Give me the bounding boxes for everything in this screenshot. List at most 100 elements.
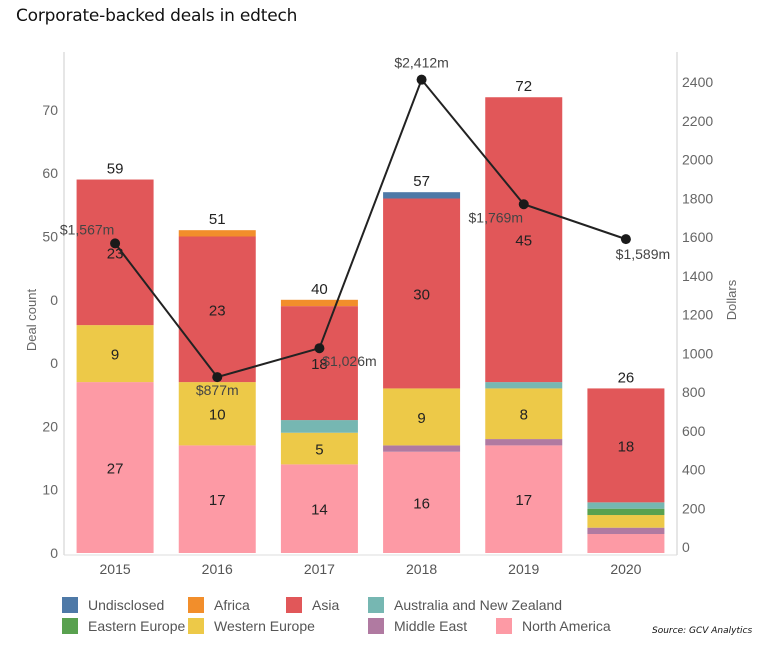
bar-segment-asia	[587, 388, 665, 503]
bar-segment-asia	[76, 179, 154, 326]
bar-total-label: 57	[413, 173, 430, 190]
bar-total-label: 51	[209, 211, 226, 228]
legend-item-north-america: North America	[496, 618, 611, 634]
x-tick-label: 2020	[610, 561, 641, 577]
y-tick-label: 0	[50, 292, 58, 308]
dollars-point	[416, 74, 427, 85]
legend-label: Asia	[312, 597, 340, 613]
y-right-tick-label: 2000	[682, 152, 713, 168]
x-tick-label: 2015	[100, 561, 131, 577]
dollars-point	[314, 343, 325, 354]
y-right-tick-label: 200	[682, 500, 706, 516]
y-right-tick-label: 1800	[682, 190, 713, 206]
bar-segment-middle-east	[587, 527, 665, 535]
legend-item-eastern-europe: Eastern Europe	[62, 618, 185, 634]
y-right-tick-label: 0	[682, 539, 690, 555]
y-tick-label: 0	[50, 355, 58, 371]
bar-segment-label: 45	[515, 233, 532, 250]
y-right-tick-label: 1000	[682, 345, 713, 361]
bar-total-label: 26	[618, 369, 635, 386]
legend-item-undisclosed: Undisclosed	[62, 597, 164, 613]
legend-swatch	[368, 618, 384, 634]
bar-segment-western-europe	[76, 325, 154, 383]
bar-segment-label: 30	[413, 286, 430, 303]
y-tick-label: 10	[42, 482, 58, 498]
bar-segment-middle-east	[485, 439, 563, 446]
y-right-tick-label: 1400	[682, 268, 713, 284]
legend-item-asia: Asia	[286, 597, 339, 613]
bar-segment-asia	[383, 198, 461, 389]
y-right-tick-label: 600	[682, 423, 706, 439]
legend-swatch	[286, 597, 302, 613]
dollars-label: $1,026m	[322, 353, 376, 369]
bar-segment-label: 14	[311, 502, 328, 519]
legend-item-middle-east: Middle East	[368, 618, 467, 634]
legend-swatch	[368, 597, 384, 613]
bar-segment-western-europe	[383, 388, 461, 446]
bar-segment-australia-and-new-zealand	[485, 382, 563, 389]
x-tick-label: 2019	[508, 561, 539, 577]
y-tick-label: 60	[42, 165, 58, 181]
bar-segment-western-europe	[178, 382, 256, 446]
x-tick-label: 2017	[304, 561, 335, 577]
bar-segment-north-america	[76, 382, 154, 553]
bar-segment-label: 27	[107, 461, 124, 478]
y-tick-label: 0	[50, 545, 58, 561]
y-tick-label: 20	[42, 418, 58, 434]
dollars-point	[212, 372, 223, 383]
bar-segment-label: 17	[209, 492, 226, 509]
dollars-point	[110, 238, 121, 249]
bar-segment-north-america	[383, 451, 461, 553]
x-tick-label: 2018	[406, 561, 437, 577]
bar-segment-australia-and-new-zealand	[587, 502, 665, 509]
bar-segment-north-america	[178, 445, 256, 553]
bar-segment-label: 5	[315, 442, 323, 459]
legend-item-africa: Africa	[188, 597, 250, 613]
bar-segment-label: 9	[111, 347, 119, 364]
dollars-label: $2,412m	[394, 55, 448, 71]
legend-label: Africa	[214, 597, 250, 613]
chart-title: Corporate-backed deals in edtech	[16, 6, 298, 26]
y-tick-label: 50	[42, 229, 58, 245]
bar-segment-asia	[485, 97, 563, 383]
bar-segment-undisclosed	[383, 192, 461, 199]
dollars-line	[114, 77, 627, 379]
y-right-tick-label: 800	[682, 384, 706, 400]
bar-segment-label: 10	[209, 407, 226, 424]
bar-segment-western-europe	[485, 388, 563, 440]
y-axis-title: Deal count	[24, 289, 39, 352]
y-right-tick-label: 1200	[682, 307, 713, 323]
legend-swatch	[62, 597, 78, 613]
y-right-tick-label: 2200	[682, 113, 713, 129]
legend-label: Western Europe	[214, 618, 315, 634]
bar-total-label: 72	[515, 78, 532, 95]
bar-segment-label: 23	[209, 302, 226, 319]
bar-total-label: 59	[107, 161, 124, 178]
legend-label: Undisclosed	[88, 597, 165, 613]
bar-segment-western-europe	[280, 432, 358, 465]
bar-segment-label: 16	[413, 495, 430, 512]
bar-segment-asia	[178, 236, 256, 383]
y-right-tick-label: 2400	[682, 74, 713, 90]
bar-segment-north-america	[485, 445, 563, 553]
legend-label: Australia and New Zealand	[394, 597, 563, 613]
bar-total-label: 40	[311, 281, 328, 298]
x-tick-label: 2016	[202, 561, 233, 577]
bar-segment-asia	[280, 306, 358, 421]
dollars-point	[518, 199, 529, 210]
bar-segment-africa	[280, 299, 358, 307]
y-right-tick-label: 1600	[682, 229, 713, 245]
dollars-label: $877m	[196, 382, 239, 398]
bar-segment-north-america	[280, 464, 358, 553]
bar-segment-label: 18	[311, 356, 328, 373]
legend-item-western-europe: Western Europe	[188, 618, 315, 634]
legend-label: Eastern Europe	[88, 618, 186, 634]
y-tick-label: 70	[42, 102, 58, 118]
bar-segment-australia-and-new-zealand	[280, 420, 358, 433]
bar-segment-label: 18	[618, 438, 635, 455]
dollars-label: $1,589m	[616, 246, 670, 262]
bar-segment-label: 9	[417, 410, 425, 427]
legend-label: North America	[522, 618, 611, 634]
dollars-label: $1,769m	[469, 209, 523, 225]
